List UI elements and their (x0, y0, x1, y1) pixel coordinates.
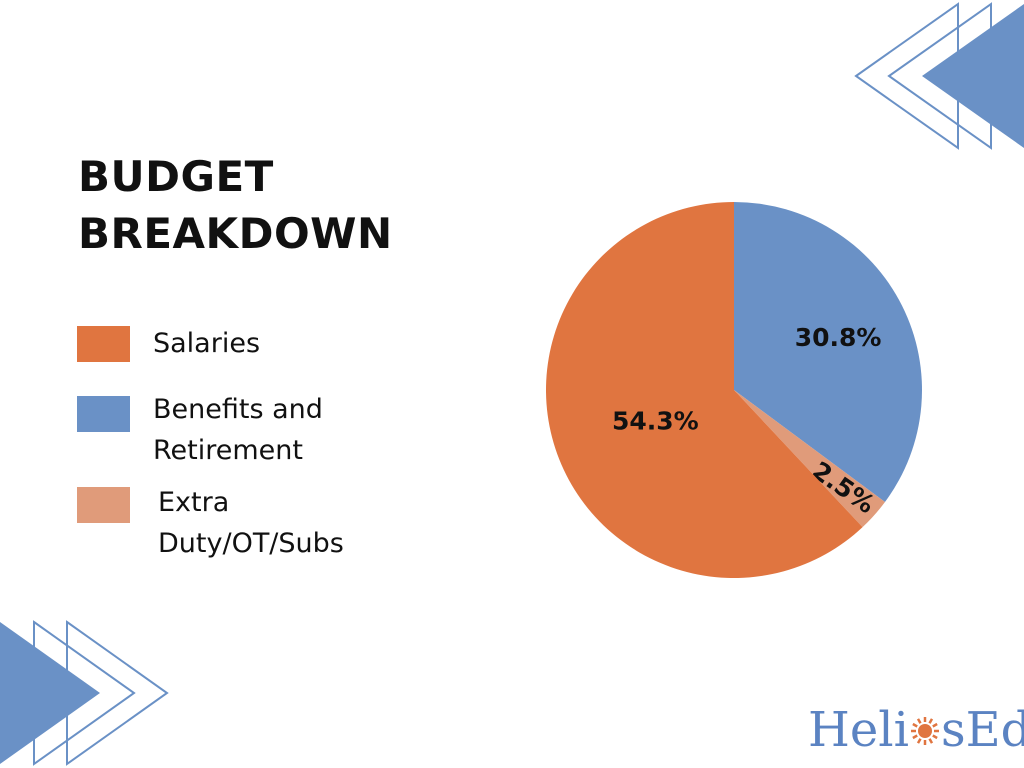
legend-swatch-benefits (77, 396, 130, 432)
pie-label-benefits-and-retirement: 30.8% (795, 323, 882, 352)
pie-slice-salaries (545, 201, 863, 578)
pie-slice-benefits-and-retirement (734, 202, 922, 503)
legend-label-salaries: Salaries (153, 328, 261, 359)
pie-label-salaries: 54.3% (612, 407, 699, 436)
legend-label-extra-duty: Extra Duty/OT/Subs (158, 487, 344, 559)
legend-label-benefits: Benefits and Retirement (153, 394, 323, 466)
page-title: BUDGET BREAKDOWN (78, 148, 393, 262)
top-right-chevron-solid (922, 4, 1024, 148)
heliosed-logo: Heli sEd (808, 700, 1024, 760)
top-right-chevrons (854, 2, 1024, 150)
title-line-2: BREAKDOWN (78, 209, 393, 258)
sun-icon (910, 716, 939, 745)
pie-slice-extra-duty-ot-subs (734, 390, 885, 528)
logo-text-left: Heli (808, 702, 909, 758)
legend-swatch-salaries (77, 326, 130, 362)
logo-text-right: sEd (940, 702, 1024, 758)
title-line-1: BUDGET (78, 152, 274, 201)
bottom-left-chevron-solid (0, 622, 100, 764)
bottom-left-chevrons (0, 620, 169, 766)
legend-swatch-extra-duty (77, 487, 130, 523)
